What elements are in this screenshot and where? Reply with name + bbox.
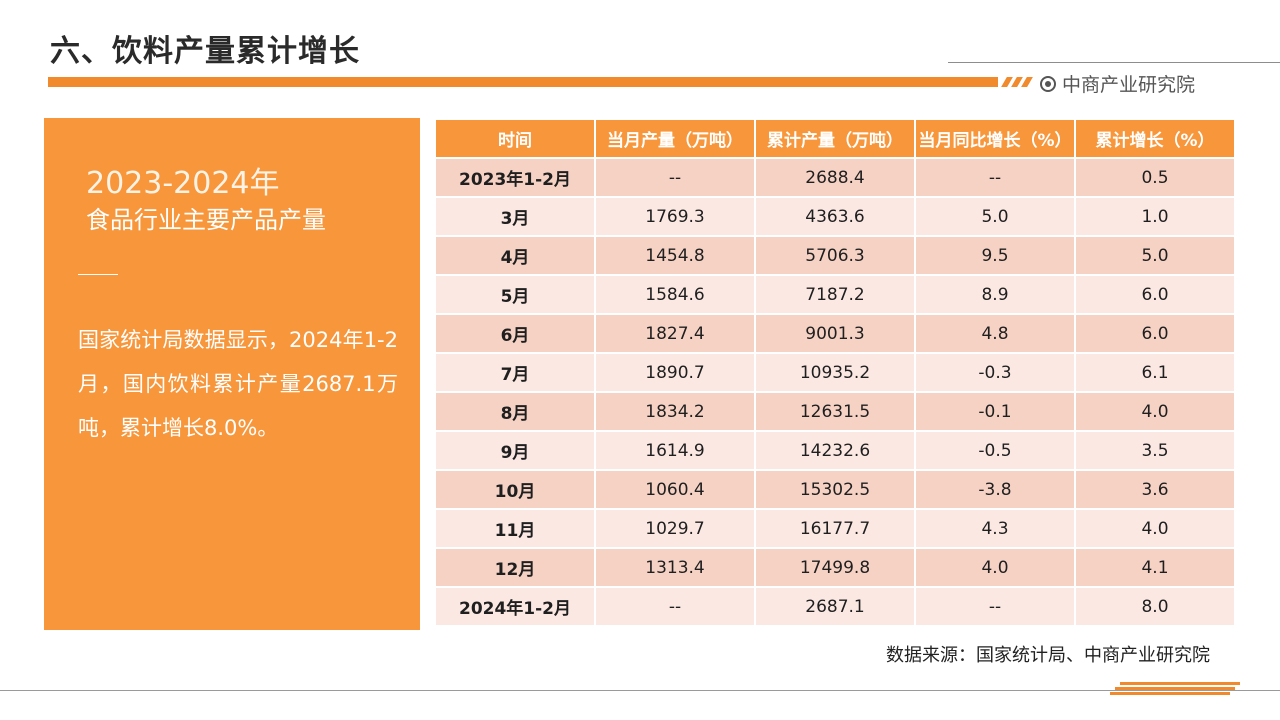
cell-cumulative-growth: 0.5 (1076, 159, 1234, 196)
summary-panel: 2023-2024年 食品行业主要产品产量 国家统计局数据显示，2024年1-2… (44, 118, 420, 630)
logo-icon (1040, 75, 1056, 92)
table-row: 11月 1029.7 16177.7 4.3 4.0 (436, 510, 1234, 547)
cell-monthly-output: 1029.7 (596, 510, 754, 547)
table-row: 4月 1454.8 5706.3 9.5 5.0 (436, 237, 1234, 274)
cell-monthly-output: 1584.6 (596, 276, 754, 313)
cell-monthly-output: -- (596, 588, 754, 625)
cell-monthly-yoy: 4.3 (916, 510, 1074, 547)
cell-period: 8月 (436, 393, 594, 430)
cell-period: 2024年1-2月 (436, 588, 594, 625)
cell-period: 6月 (436, 315, 594, 352)
cell-monthly-yoy: -3.8 (916, 471, 1074, 508)
table-row: 2024年1-2月 -- 2687.1 -- 8.0 (436, 588, 1234, 625)
footer-divider (0, 690, 1280, 691)
cell-cumulative-growth: 4.1 (1076, 549, 1234, 586)
table-row: 10月 1060.4 15302.5 -3.8 3.6 (436, 471, 1234, 508)
panel-subtitle: 食品行业主要产品产量 (86, 206, 326, 234)
cell-monthly-yoy: -0.1 (916, 393, 1074, 430)
table-row: 8月 1834.2 12631.5 -0.1 4.0 (436, 393, 1234, 430)
header-cumulative-output: 累计产量（万吨） (756, 120, 914, 157)
cell-cumulative-growth: 5.0 (1076, 237, 1234, 274)
table-row: 5月 1584.6 7187.2 8.9 6.0 (436, 276, 1234, 313)
cell-monthly-yoy: -0.3 (916, 354, 1074, 391)
cell-cumulative-output: 12631.5 (756, 393, 914, 430)
cell-cumulative-growth: 6.1 (1076, 354, 1234, 391)
cell-monthly-output: 1454.8 (596, 237, 754, 274)
cell-period: 9月 (436, 432, 594, 469)
cell-period: 4月 (436, 237, 594, 274)
stripe-decoration (1001, 77, 1033, 87)
page-title: 六、饮料产量累计增长 (50, 34, 360, 69)
cell-cumulative-growth: 6.0 (1076, 276, 1234, 313)
panel-description: 国家统计局数据显示，2024年1-2月，国内饮料累计产量2687.1万吨，累计增… (78, 328, 398, 440)
cell-cumulative-output: 5706.3 (756, 237, 914, 274)
cell-monthly-yoy: 4.8 (916, 315, 1074, 352)
cell-cumulative-output: 17499.8 (756, 549, 914, 586)
brand-logo: 中商产业研究院 (1040, 70, 1195, 97)
cell-monthly-output: 1827.4 (596, 315, 754, 352)
cell-monthly-output: 1769.3 (596, 198, 754, 235)
cell-cumulative-output: 4363.6 (756, 198, 914, 235)
table-header-row: 时间 当月产量（万吨） 累计产量（万吨） 当月同比增长（%） 累计增长（%） (436, 120, 1234, 157)
panel-divider (78, 274, 118, 275)
cell-monthly-output: 1890.7 (596, 354, 754, 391)
cell-cumulative-output: 9001.3 (756, 315, 914, 352)
panel-years: 2023-2024年 (86, 166, 280, 201)
cell-period: 12月 (436, 549, 594, 586)
production-table: 时间 当月产量（万吨） 累计产量（万吨） 当月同比增长（%） 累计增长（%） 2… (434, 118, 1236, 627)
cell-monthly-output: 1313.4 (596, 549, 754, 586)
cell-monthly-output: 1834.2 (596, 393, 754, 430)
cell-monthly-yoy: -0.5 (916, 432, 1074, 469)
cell-monthly-yoy: 8.9 (916, 276, 1074, 313)
header-monthly-yoy: 当月同比增长（%） (916, 120, 1074, 157)
cell-monthly-yoy: 4.0 (916, 549, 1074, 586)
logo-text: 中商产业研究院 (1062, 74, 1196, 96)
title-accent-bar (48, 77, 998, 87)
cell-cumulative-growth: 3.5 (1076, 432, 1234, 469)
cell-monthly-yoy: 9.5 (916, 237, 1074, 274)
table-row: 7月 1890.7 10935.2 -0.3 6.1 (436, 354, 1234, 391)
header-period: 时间 (436, 120, 594, 157)
data-source: 数据来源：国家统计局、中商产业研究院 (886, 645, 1210, 666)
cell-cumulative-growth: 8.0 (1076, 588, 1234, 625)
cell-cumulative-output: 7187.2 (756, 276, 914, 313)
header-divider (948, 62, 1280, 63)
cell-cumulative-output: 15302.5 (756, 471, 914, 508)
cell-period: 2023年1-2月 (436, 159, 594, 196)
cell-period: 10月 (436, 471, 594, 508)
cell-monthly-output: 1614.9 (596, 432, 754, 469)
cell-cumulative-output: 10935.2 (756, 354, 914, 391)
cell-cumulative-growth: 4.0 (1076, 510, 1234, 547)
header-monthly-output: 当月产量（万吨） (596, 120, 754, 157)
table-row: 6月 1827.4 9001.3 4.8 6.0 (436, 315, 1234, 352)
table-row: 2023年1-2月 -- 2688.4 -- 0.5 (436, 159, 1234, 196)
cell-cumulative-growth: 6.0 (1076, 315, 1234, 352)
cell-monthly-yoy: 5.0 (916, 198, 1074, 235)
cell-period: 3月 (436, 198, 594, 235)
table-row: 12月 1313.4 17499.8 4.0 4.1 (436, 549, 1234, 586)
cell-period: 5月 (436, 276, 594, 313)
cell-cumulative-growth: 4.0 (1076, 393, 1234, 430)
cell-monthly-yoy: -- (916, 588, 1074, 625)
table-row: 9月 1614.9 14232.6 -0.5 3.5 (436, 432, 1234, 469)
cell-period: 11月 (436, 510, 594, 547)
cell-period: 7月 (436, 354, 594, 391)
cell-cumulative-output: 16177.7 (756, 510, 914, 547)
cell-cumulative-growth: 1.0 (1076, 198, 1234, 235)
footer-stripes (1110, 682, 1240, 696)
header-cumulative-growth: 累计增长（%） (1076, 120, 1234, 157)
cell-monthly-yoy: -- (916, 159, 1074, 196)
cell-monthly-output: -- (596, 159, 754, 196)
cell-cumulative-growth: 3.6 (1076, 471, 1234, 508)
cell-cumulative-output: 14232.6 (756, 432, 914, 469)
cell-cumulative-output: 2687.1 (756, 588, 914, 625)
cell-monthly-output: 1060.4 (596, 471, 754, 508)
cell-cumulative-output: 2688.4 (756, 159, 914, 196)
table-row: 3月 1769.3 4363.6 5.0 1.0 (436, 198, 1234, 235)
